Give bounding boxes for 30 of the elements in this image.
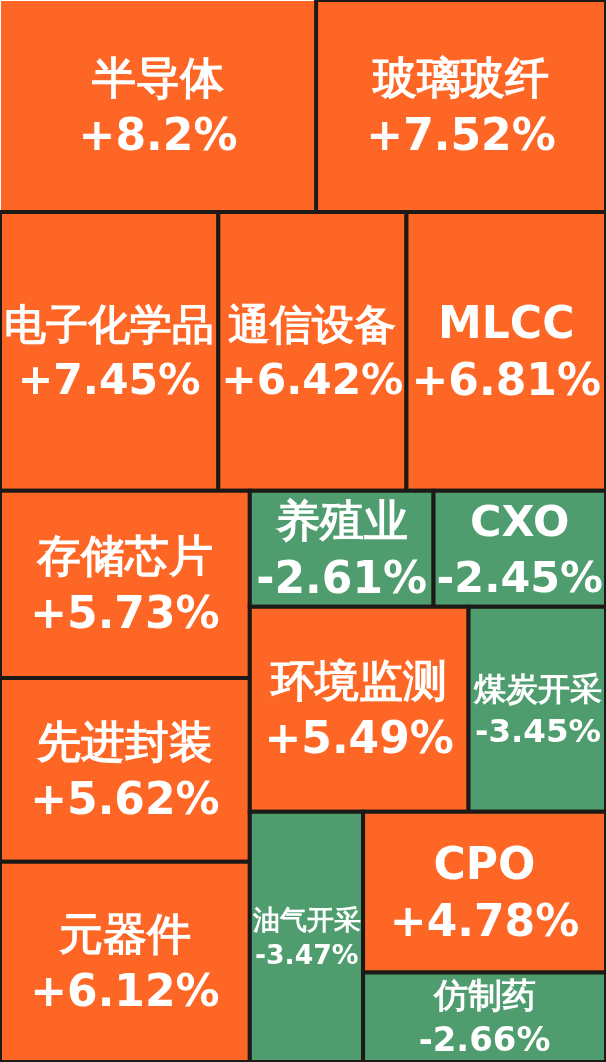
category-label: 通信设备 — [228, 299, 397, 349]
category-label: 玻璃玻纤 — [371, 51, 550, 103]
category-label: 养殖业 — [274, 494, 408, 546]
category-label: 半导体 — [91, 51, 226, 103]
data-label: +7.52% — [366, 109, 556, 161]
category-label: CPO — [433, 838, 536, 890]
data-label: -3.45% — [474, 711, 602, 750]
data-label: +6.81% — [411, 354, 601, 406]
data-label: +5.62% — [30, 773, 220, 825]
category-label: 仿制药 — [431, 976, 536, 1016]
data-label: -2.45% — [436, 551, 603, 602]
data-label: -2.61% — [256, 551, 428, 603]
data-label: +6.12% — [30, 965, 220, 1017]
data-label: +4.78% — [389, 895, 580, 947]
data-label: +5.49% — [264, 712, 454, 764]
data-label: +5.73% — [30, 587, 220, 639]
category-label: 元器件 — [57, 907, 191, 959]
category-label: 油气开采 — [251, 903, 361, 935]
category-label: 煤炭开采 — [473, 669, 603, 708]
category-label: 存储芯片 — [35, 530, 213, 582]
category-label: 先进封装 — [35, 715, 213, 767]
data-label: +7.45% — [17, 354, 201, 404]
data-label: -2.66% — [418, 1020, 551, 1060]
category-label: CXO — [470, 495, 570, 546]
category-label: MLCC — [438, 297, 575, 349]
category-label: 环境监测 — [269, 655, 448, 707]
data-label: +8.2% — [78, 109, 238, 161]
category-label: 电子化学品 — [4, 299, 215, 349]
data-label: +6.42% — [221, 354, 404, 404]
data-label: -3.47% — [254, 938, 359, 970]
